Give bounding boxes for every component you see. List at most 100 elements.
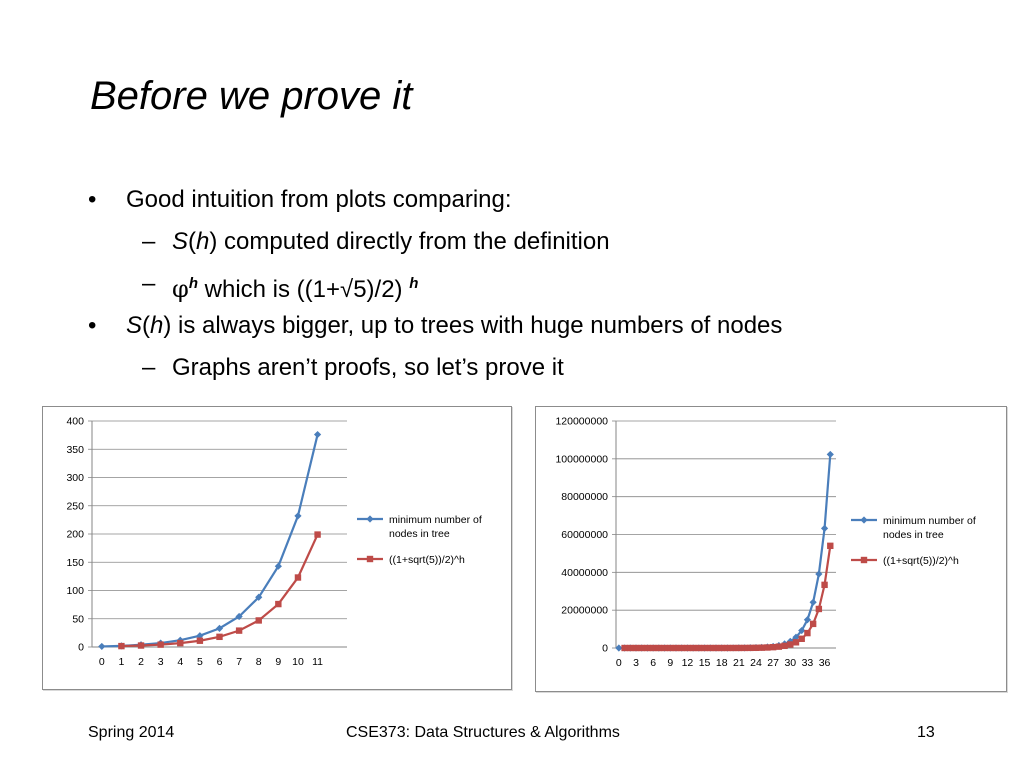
data-point-diamond xyxy=(809,598,817,606)
x-tick-label: 12 xyxy=(682,657,694,669)
x-tick-label: 15 xyxy=(699,657,711,669)
y-tick-label: 250 xyxy=(66,500,84,512)
data-point-square xyxy=(689,644,697,652)
data-point-square xyxy=(621,644,628,652)
x-tick-label: 10 xyxy=(292,656,304,668)
legend-label: ((1+sqrt(5))/2)^h xyxy=(883,555,959,567)
chart-large: 0 20000000 40000000 60000000 80000000 1000000… xyxy=(535,406,1007,692)
x-tick-label: 6 xyxy=(650,657,656,669)
data-point-diamond xyxy=(803,616,812,624)
data-point-square xyxy=(655,644,663,652)
y-tick-label: 0 xyxy=(602,643,608,655)
phi-symbol: φ xyxy=(172,275,189,303)
y-tick-label: 60000000 xyxy=(561,529,608,541)
legend-label-line: minimum number of xyxy=(389,514,482,526)
data-point-square xyxy=(741,644,748,652)
data-point-square xyxy=(275,600,282,608)
y-tick-label: 0 xyxy=(78,642,84,654)
data-point-square xyxy=(724,644,731,652)
legend-label: ((1+sqrt(5))/2)^h xyxy=(389,554,465,566)
x-tick-label: 9 xyxy=(667,657,673,669)
data-point-square xyxy=(216,633,223,641)
footer-right: 13 xyxy=(917,724,935,741)
data-point-square xyxy=(815,605,823,613)
data-point-square xyxy=(294,574,302,581)
x-tick-label: 1 xyxy=(119,656,125,668)
data-point-diamond xyxy=(792,633,800,641)
bullet-mark: • xyxy=(88,186,97,213)
x-tick-label: 8 xyxy=(256,656,262,668)
x-tick-label: 9 xyxy=(275,656,281,668)
data-point-square xyxy=(735,644,743,652)
legend-label-line: nodes in tree xyxy=(883,529,944,541)
x-tick-label: 0 xyxy=(99,656,105,668)
bullet-rest: is always bigger, up to trees with huge … xyxy=(171,312,783,339)
data-point-square xyxy=(712,644,720,652)
data-point-square xyxy=(196,637,204,644)
x-tick-label: 21 xyxy=(733,657,745,669)
data-point-square xyxy=(821,581,828,589)
x-tick-label: 30 xyxy=(784,657,796,669)
data-point-diamond xyxy=(826,450,834,459)
data-point-square xyxy=(707,644,714,652)
data-point-square xyxy=(758,644,765,651)
legend-label-line: nodes in tree xyxy=(389,528,450,540)
data-point-square xyxy=(137,642,145,649)
data-point-diamond xyxy=(235,612,243,621)
data-point-square xyxy=(792,639,800,646)
x-tick-label: 11 xyxy=(312,656,323,668)
chart-large-svg: 0 20000000 40000000 60000000 80000000 1000000… xyxy=(555,416,976,670)
legend-label: minimum number of nodes in tree xyxy=(389,514,482,540)
x-tick-label: 5 xyxy=(197,656,203,668)
data-point-square xyxy=(804,629,811,637)
x-tick-label: 3 xyxy=(158,656,164,668)
footer-center: CSE373: Data Structures & Algorithms xyxy=(346,724,620,741)
x-tick-label: 27 xyxy=(767,657,779,669)
y-tick-label: 150 xyxy=(66,557,84,569)
dash-mark: – xyxy=(142,228,156,255)
y-tick-label: 400 xyxy=(66,416,84,428)
series-line xyxy=(101,434,319,648)
data-point-square xyxy=(177,639,184,647)
data-point-diamond xyxy=(98,642,106,651)
x-tick-label: 24 xyxy=(750,657,762,669)
data-point-diamond xyxy=(798,626,806,635)
data-point-square xyxy=(627,644,634,652)
sub-bullet-rest: computed directly from the definition xyxy=(217,228,610,255)
y-tick-label: 50 xyxy=(72,613,84,625)
data-point-square xyxy=(798,635,805,642)
data-point-square xyxy=(787,641,794,648)
data-point-square xyxy=(701,644,708,652)
data-point-square xyxy=(769,643,777,651)
data-point-diamond xyxy=(196,632,204,640)
data-point-square xyxy=(718,644,725,652)
data-point-square xyxy=(684,644,691,652)
data-point-square xyxy=(667,644,674,652)
data-point-square xyxy=(860,556,868,564)
data-point-square xyxy=(661,644,668,652)
bullet-text: S(h) is always bigger, up to trees with … xyxy=(126,312,783,339)
data-point-square xyxy=(809,620,817,628)
data-point-square xyxy=(764,644,771,651)
exponent-h: h xyxy=(188,275,198,292)
data-point-diamond xyxy=(815,570,823,578)
x-tick-label: 6 xyxy=(217,656,223,668)
data-point-square xyxy=(747,644,754,652)
data-point-square xyxy=(638,644,645,652)
x-tick-label: 4 xyxy=(177,656,183,668)
data-point-square xyxy=(695,644,703,652)
data-point-diamond xyxy=(313,430,322,439)
data-point-diamond xyxy=(366,515,374,523)
x-tick-label: 3 xyxy=(633,657,639,669)
data-point-square xyxy=(366,555,374,563)
data-point-square xyxy=(775,643,783,650)
legend-label-line: minimum number of xyxy=(883,515,976,527)
var-h: h xyxy=(196,228,210,255)
data-point-square xyxy=(752,644,760,652)
y-tick-label: 100 xyxy=(66,585,84,597)
y-tick-label: 40000000 xyxy=(561,567,608,579)
data-point-square xyxy=(157,641,164,648)
exponent-h: h xyxy=(409,275,419,292)
y-tick-label: 20000000 xyxy=(561,605,608,617)
x-tick-label: 2 xyxy=(138,656,144,668)
